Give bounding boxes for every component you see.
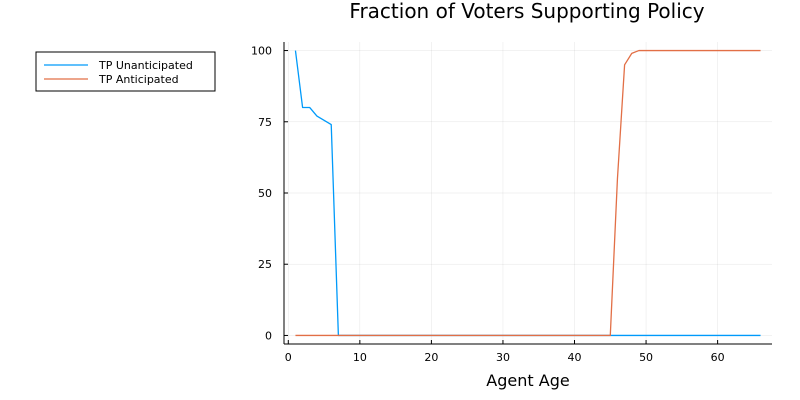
series-layer (294, 49, 761, 337)
y-tick-label: 75 (258, 116, 272, 129)
legend-label-1: TP Unanticipated (98, 59, 193, 72)
y-tick-label: 100 (251, 45, 272, 58)
x-tick-label: 0 (285, 351, 292, 364)
y-tick-label: 50 (258, 187, 272, 200)
legend-box (35, 51, 216, 92)
series-line-2 (295, 49, 761, 337)
x-tick-label: 50 (639, 351, 653, 364)
x-axis-title: Agent Age (486, 371, 569, 390)
x-tick-label: 20 (424, 351, 438, 364)
grid-lines (284, 42, 772, 344)
y-tick-label: 0 (265, 329, 272, 342)
y-tick-label: 25 (258, 258, 272, 271)
x-tick-label: 60 (711, 351, 725, 364)
chart-title: Fraction of Voters Supporting Policy (349, 0, 704, 23)
x-tick-label: 40 (568, 351, 582, 364)
legend-label-2: TP Anticipated (98, 73, 179, 86)
axes: 0 10 20 30 40 50 60 0 25 50 75 100 (251, 42, 772, 364)
x-tick-label: 30 (496, 351, 510, 364)
x-tick-label: 10 (353, 351, 367, 364)
